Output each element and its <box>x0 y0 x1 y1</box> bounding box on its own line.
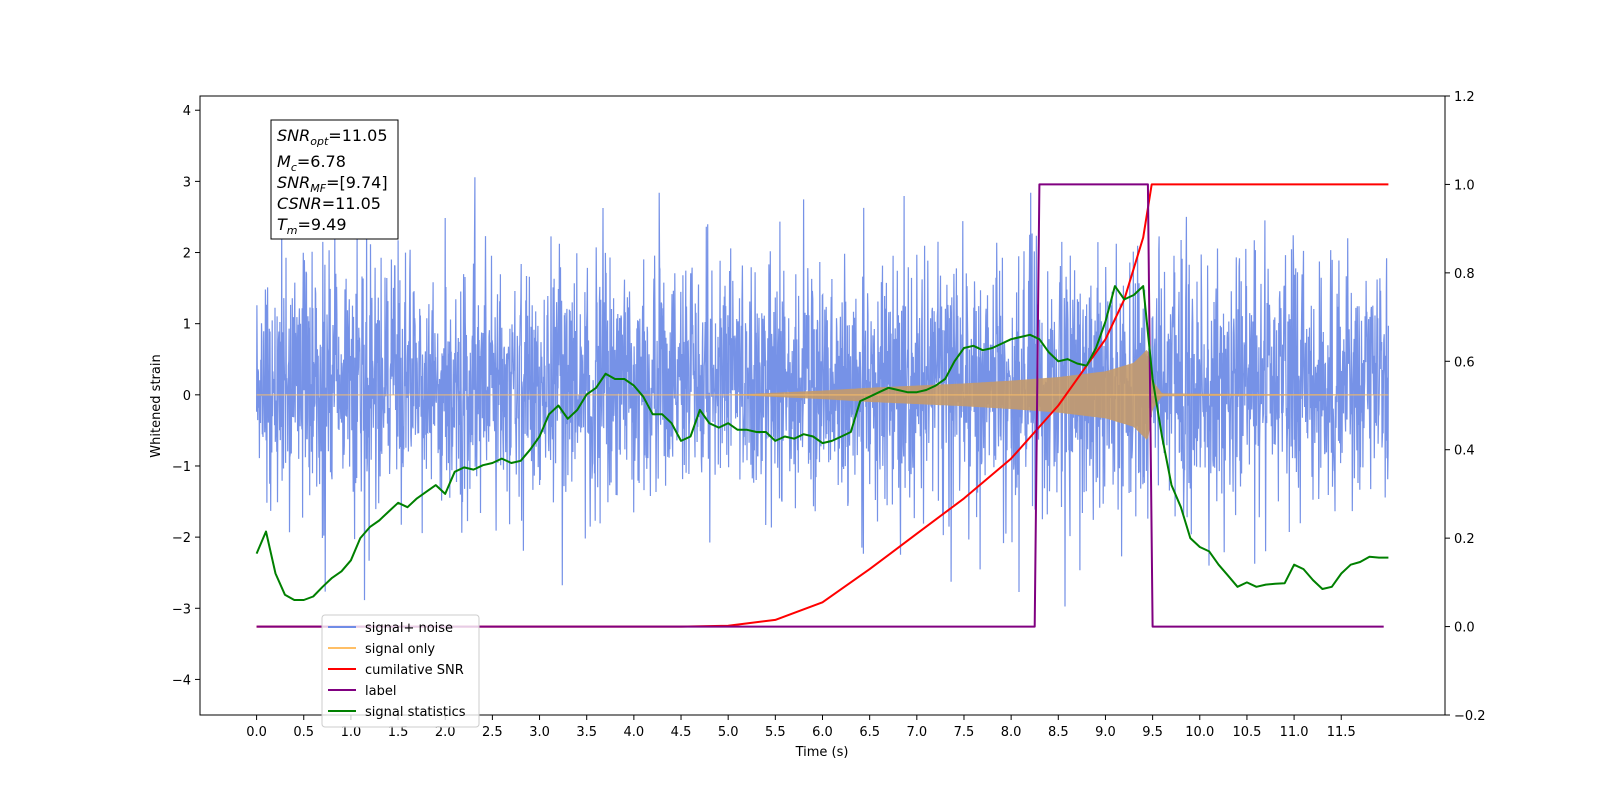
x-tick-label: 6.5 <box>859 725 880 740</box>
x-tick-label: 7.5 <box>954 725 975 740</box>
y-tick-label: 2 <box>183 247 191 262</box>
legend-item: signal statistics <box>328 705 466 720</box>
x-tick-label: 3.5 <box>576 725 597 740</box>
y-tick-label: 1 <box>183 318 191 333</box>
snr-opt-line: SNRopt=11.05 <box>277 126 388 148</box>
y-tick-label: 3 <box>183 175 191 190</box>
legend-label: signal statistics <box>365 705 466 720</box>
legend-item: signal only <box>328 642 435 657</box>
y-tick-label: −2 <box>172 531 191 546</box>
x-axis: 0.0 0.5 1.0 1.5 2.0 2.5 3.0 3.5 4.0 4.5 5.0 5.5 6.0 6… <box>246 715 1356 740</box>
y-tick-label: −3 <box>172 602 191 617</box>
x-tick-label: 9.5 <box>1142 725 1163 740</box>
y-tick-label: −4 <box>172 673 191 688</box>
y-tick-label: −1 <box>172 460 191 475</box>
x-tick-label: 5.0 <box>718 725 739 740</box>
x-tick-label: 11.5 <box>1327 725 1356 740</box>
legend-frame <box>321 614 480 728</box>
csnr-line: CSNR=11.05 <box>277 194 381 213</box>
y-tick-label: 4 <box>183 104 191 119</box>
y2-tick-label: 0.4 <box>1454 444 1475 459</box>
x-tick-label: 5.5 <box>765 725 786 740</box>
signal-statistics-line <box>255 285 1389 601</box>
x-tick-label: 4.0 <box>624 725 645 740</box>
plot-area <box>255 177 1389 628</box>
tm-line: Tm=9.49 <box>277 215 347 237</box>
x-tick-label: 10.0 <box>1185 725 1214 740</box>
x-tick-label: 0.0 <box>246 725 267 740</box>
mc-line: Mc=6.78 <box>277 152 346 174</box>
x-tick-label: 1.5 <box>388 725 409 740</box>
legend-label: cumilative SNR <box>365 663 464 678</box>
legend-label: label <box>365 684 396 699</box>
y-axis-right: −0.2 0.0 0.2 0.4 0.6 0.8 1.0 1.2 <box>1445 90 1486 724</box>
x-tick-label: 8.5 <box>1048 725 1069 740</box>
y2-tick-label: 1.0 <box>1454 178 1475 193</box>
legend-item: signal+ noise <box>328 621 453 636</box>
signal-only-series <box>256 349 1389 440</box>
legend-label: signal+ noise <box>365 621 453 636</box>
y2-tick-label: 0.6 <box>1454 355 1475 370</box>
legend: signal+ noise signal only cumilative SNR la… <box>321 614 480 728</box>
y-tick-label: 0 <box>183 389 191 404</box>
stats-annotation: SNRopt=11.05 Mc=6.78 SNRMF=[9.74] CSNR=1… <box>270 119 399 240</box>
x-tick-label: 1.0 <box>341 725 362 740</box>
x-tick-label: 8.0 <box>1001 725 1022 740</box>
signal-noise-series <box>256 177 1389 607</box>
right-axis-series <box>255 183 1389 628</box>
snr-mf-line: SNRMF=[9.74] <box>277 173 388 195</box>
x-tick-label: 9.0 <box>1095 725 1116 740</box>
cumulative-snr-line <box>256 183 1389 628</box>
y-axis-label: Whitened strain <box>149 354 164 457</box>
legend-label: signal only <box>365 642 435 657</box>
x-tick-label: 6.0 <box>812 725 833 740</box>
y2-tick-label: 0.8 <box>1454 267 1475 282</box>
x-tick-label: 2.0 <box>435 725 456 740</box>
x-tick-label: 11.0 <box>1280 725 1309 740</box>
x-tick-label: 4.5 <box>671 725 692 740</box>
y2-tick-label: −0.2 <box>1454 709 1486 724</box>
y2-tick-label: 0.0 <box>1454 621 1475 636</box>
y2-tick-label: 1.2 <box>1454 90 1475 105</box>
legend-item: label <box>328 684 396 699</box>
signal-noise-line <box>256 177 1389 607</box>
stats-annotation-frame <box>270 119 399 240</box>
x-tick-label: 3.0 <box>529 725 550 740</box>
y-axis-left: −4 −3 −2 −1 0 1 2 3 4 <box>172 104 200 688</box>
y2-tick-label: 0.2 <box>1454 532 1475 547</box>
x-tick-label: 2.5 <box>482 725 503 740</box>
legend-item: cumilative SNR <box>328 663 464 678</box>
x-axis-label: Time (s) <box>795 745 849 760</box>
x-tick-label: 10.5 <box>1232 725 1261 740</box>
label-line <box>256 183 1384 628</box>
x-tick-label: 7.0 <box>906 725 927 740</box>
x-tick-label: 0.5 <box>293 725 314 740</box>
